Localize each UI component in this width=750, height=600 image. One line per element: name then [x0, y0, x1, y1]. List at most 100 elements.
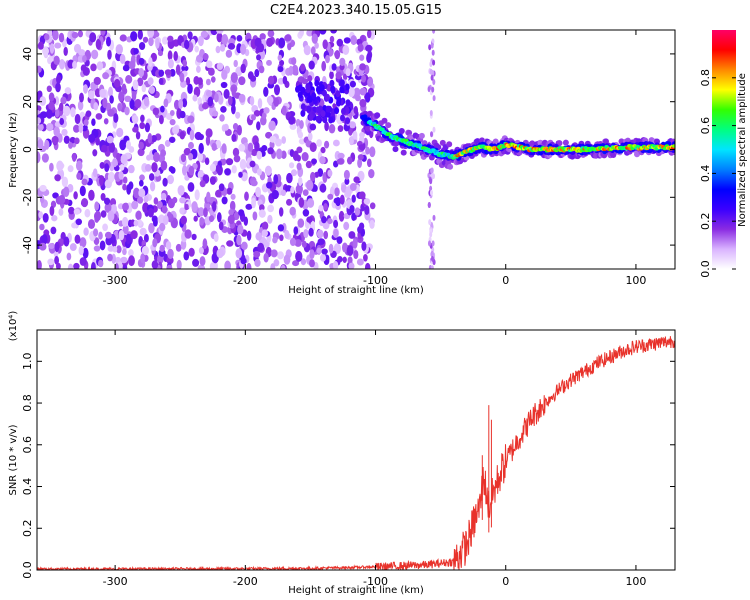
spectrogram-cell [305, 83, 311, 90]
spectrogram-cell [238, 76, 246, 86]
colorbar-tick-label: 0.4 [699, 165, 712, 183]
spectrogram-cell [167, 50, 173, 61]
spectrogram-cell [230, 72, 238, 84]
spectrogram-cell [300, 103, 306, 111]
spectrogram-cell [53, 55, 60, 66]
spectrogram-cell [297, 131, 304, 139]
spectrogram-cell [334, 107, 340, 115]
spectrogram-cell [275, 138, 282, 147]
spectrogram-cell [302, 208, 310, 217]
spectrogram-cell [197, 35, 204, 47]
spectrogram-cell [334, 49, 341, 60]
spectrogram-x-label: Height of straight line (km) [288, 285, 424, 296]
spectrogram-cell [88, 90, 95, 100]
spectrogram-cell [430, 131, 433, 138]
spectrogram-cell [167, 248, 174, 260]
spectrogram-cell [134, 98, 142, 109]
spectrogram-x-tick-label: 100 [625, 274, 646, 287]
spectrogram-cell [359, 87, 367, 96]
spectrogram-cell [63, 236, 70, 247]
spectrogram-cell [241, 241, 248, 250]
spectrogram-cell [294, 239, 302, 247]
snr-y-multiplier: (x10⁴) [8, 311, 19, 342]
spectrogram-cell [216, 212, 222, 223]
spectrogram-cell [46, 85, 52, 93]
spectrogram-cell [118, 91, 125, 102]
spectrogram-cell [319, 253, 327, 262]
spectrogram-cell [49, 162, 54, 172]
spectrogram-cell [161, 205, 168, 214]
spectrogram-cell [214, 93, 219, 103]
spectrogram-cell [90, 81, 96, 91]
spectrogram-cell [267, 30, 275, 38]
spectrogram-x-tick-label: -300 [103, 274, 128, 287]
spectrogram-cell [54, 42, 62, 49]
spectrogram-cell [41, 153, 49, 163]
spectrogram-cell [298, 197, 305, 208]
spectrogram-cell [258, 209, 266, 218]
colorbar-gradient [712, 30, 736, 269]
spectrogram-cell [207, 96, 214, 107]
spectrogram-cell [329, 71, 334, 80]
spectrogram-cell [306, 216, 313, 223]
spectrogram-cell [334, 187, 340, 197]
spectrogram-cell [128, 255, 135, 267]
spectrogram-cell [139, 174, 145, 181]
spectrogram-cell [179, 207, 185, 215]
snr-x-tick-label: -300 [103, 575, 128, 588]
spectrogram-cell [132, 79, 139, 91]
spectrogram-cell [216, 32, 223, 43]
spectrogram-cell [173, 51, 178, 62]
spectrogram-cell [343, 169, 350, 180]
spectrogram-cell [119, 164, 125, 171]
spectrogram-cell [238, 143, 246, 152]
spectrogram-cell [99, 88, 107, 98]
spectrogram-cell [240, 63, 246, 74]
spectrogram-cell [187, 182, 195, 192]
spectrogram-cell [369, 202, 376, 210]
spectrogram-cell [119, 54, 126, 64]
spectrogram-cell [432, 59, 436, 66]
spectrogram-cell [158, 114, 164, 125]
spectrogram-cell [164, 69, 172, 76]
spectrogram-cell [144, 164, 152, 172]
spectrogram-cell [428, 240, 431, 247]
spectrogram-cell [255, 186, 262, 198]
spectrogram-cell [306, 96, 312, 103]
spectrogram-cell [205, 90, 213, 97]
spectrogram-cell [346, 245, 354, 257]
spectrogram-cell [175, 243, 182, 252]
spectrogram-cell [358, 191, 366, 200]
spectrogram-cell [230, 193, 236, 200]
spectrogram-cell [254, 141, 260, 152]
spectrogram-cell [353, 176, 360, 184]
spectrogram-cell [193, 215, 198, 222]
spectrogram-cell [233, 211, 240, 221]
spectrogram-cell [369, 146, 376, 158]
spectrogram-cell [167, 35, 174, 42]
spectrogram-cell [227, 95, 233, 106]
spectrogram-cell [58, 102, 64, 112]
spectrogram-cell [289, 206, 296, 216]
spectrogram-cell [191, 201, 198, 212]
spectrogram-cell [137, 30, 143, 40]
spectrogram-cell [430, 42, 434, 49]
spectrogram-cell [63, 46, 68, 57]
spectrogram-cell [211, 201, 217, 212]
spectrogram-cell [245, 203, 253, 210]
spectrogram-cell [95, 39, 102, 50]
spectrogram-cell [192, 258, 200, 267]
spectrogram-cell [50, 226, 57, 235]
spectrogram-cell [137, 196, 144, 204]
spectrogram-cell [429, 178, 433, 185]
spectrogram-cell [258, 65, 265, 74]
spectrogram-cell [122, 248, 127, 256]
spectrogram-cell [108, 141, 116, 153]
spectrogram-cell [163, 98, 169, 108]
spectrogram-cell [301, 78, 309, 85]
spectrogram-cell [90, 262, 96, 269]
spectrogram-cell [164, 139, 171, 147]
spectrogram-cell [267, 147, 274, 155]
spectrogram-cell [82, 247, 89, 259]
snr-x-tick-label: 0 [502, 575, 509, 588]
